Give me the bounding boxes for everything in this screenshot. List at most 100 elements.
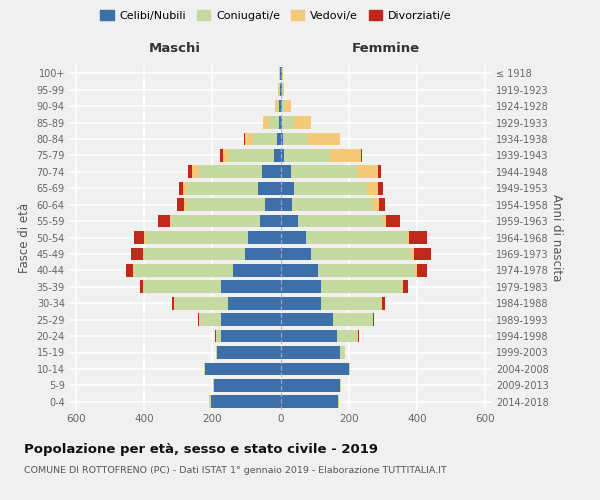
Bar [192,166,199,178]
Bar [281,330,337,342]
Bar [263,116,269,129]
Bar [379,198,385,211]
Bar [285,100,292,112]
Bar [281,280,322,293]
Bar [279,83,280,96]
Bar [361,149,362,162]
Y-axis label: Fasce di età: Fasce di età [18,202,31,272]
Bar [281,362,349,376]
Bar [409,231,427,244]
Bar [277,132,281,145]
Bar [275,100,277,112]
Bar [175,297,227,310]
Bar [199,313,221,326]
Bar [223,149,229,162]
Bar [340,379,341,392]
Bar [179,182,183,194]
Text: Femmine: Femmine [352,42,421,54]
Bar [349,362,350,376]
Bar [373,313,374,326]
Bar [214,379,281,392]
Bar [383,214,386,228]
Bar [282,116,294,129]
Bar [221,330,281,342]
Bar [269,116,279,129]
Bar [281,149,284,162]
Bar [338,396,339,408]
Bar [134,231,144,244]
Bar [177,198,184,211]
Bar [294,182,367,194]
Bar [174,297,175,310]
Bar [229,149,274,162]
Bar [279,67,280,80]
Bar [217,346,281,359]
Bar [144,280,221,293]
Bar [221,280,281,293]
Bar [280,100,281,112]
Bar [210,396,211,408]
Bar [330,149,361,162]
Bar [318,264,415,277]
Bar [284,149,330,162]
Bar [253,132,277,145]
Bar [281,83,283,96]
Bar [415,264,417,277]
Bar [211,396,281,408]
Bar [259,182,281,194]
Bar [204,362,205,376]
Bar [357,330,358,342]
Bar [158,214,170,228]
Bar [417,264,427,277]
Bar [311,248,412,260]
Bar [292,198,373,211]
Bar [215,346,217,359]
Bar [281,297,322,310]
Bar [401,280,403,293]
Bar [280,83,281,96]
Bar [337,330,357,342]
Bar [245,248,281,260]
Bar [357,166,378,178]
Bar [334,313,373,326]
Bar [281,379,340,392]
Bar [281,248,311,260]
Bar [281,264,318,277]
Bar [283,132,307,145]
Bar [413,248,431,260]
Bar [144,231,146,244]
Bar [291,166,357,178]
Bar [221,313,281,326]
Bar [198,313,199,326]
Bar [265,198,281,211]
Bar [220,149,223,162]
Bar [205,362,281,376]
Text: Popolazione per età, sesso e stato civile - 2019: Popolazione per età, sesso e stato civil… [24,442,378,456]
Bar [133,264,134,277]
Bar [306,231,407,244]
Bar [378,182,383,194]
Bar [170,214,172,228]
Bar [298,214,383,228]
Bar [281,198,292,211]
Bar [403,280,408,293]
Bar [187,198,265,211]
Y-axis label: Anni di nascita: Anni di nascita [550,194,563,281]
Bar [248,231,281,244]
Text: Maschi: Maschi [149,42,201,54]
Legend: Celibi/Nubili, Coniugati/e, Vedovi/e, Divorziati/e: Celibi/Nubili, Coniugati/e, Vedovi/e, Di… [96,6,456,25]
Bar [131,248,143,260]
Bar [367,182,378,194]
Bar [281,166,291,178]
Bar [322,297,381,310]
Bar [281,132,283,145]
Bar [172,214,260,228]
Bar [307,132,340,145]
Bar [188,166,192,178]
Bar [262,166,281,178]
Bar [281,100,282,112]
Bar [281,231,306,244]
Bar [184,198,187,211]
Bar [281,214,298,228]
Bar [183,182,187,194]
